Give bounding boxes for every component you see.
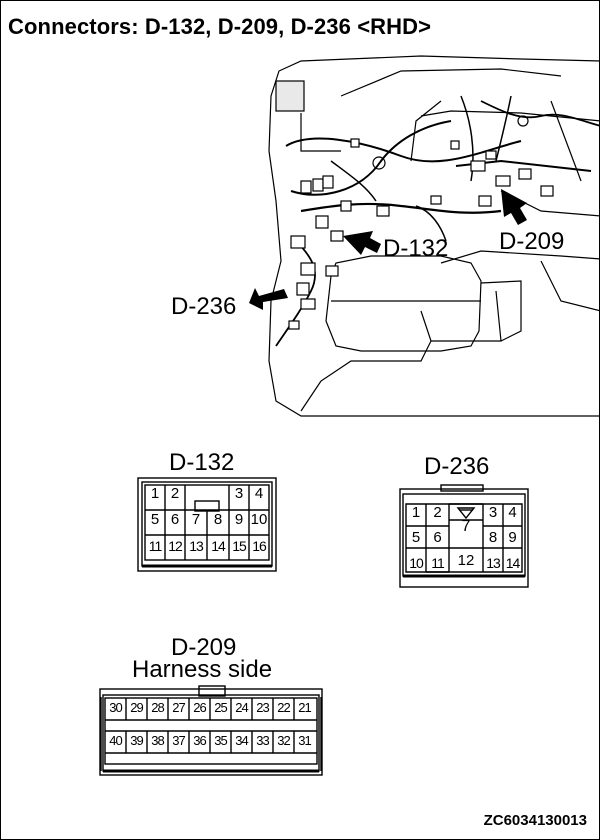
d209-connector: [99, 685, 323, 776]
d132-pin: 15: [232, 538, 247, 554]
d209-pin: 39: [130, 733, 143, 748]
d209-pin: 27: [172, 700, 185, 715]
d132-pin: 8: [213, 511, 223, 528]
d209-pin: 25: [214, 700, 227, 715]
d132-pin: 3: [234, 485, 244, 502]
d209-pin: 22: [277, 700, 290, 715]
d132-pin: 2: [170, 485, 180, 502]
d209-pin: 29: [130, 700, 143, 715]
d236-pin: 5: [411, 529, 421, 546]
d236-pin: 13: [486, 555, 501, 571]
callout-d132: D-132: [383, 235, 449, 262]
d132-pin: 4: [254, 485, 264, 502]
d236-connector: [399, 484, 529, 588]
d236-pin: 9: [508, 529, 517, 546]
image-code: ZC6034130013: [483, 812, 587, 829]
d209-pin: 33: [256, 733, 269, 748]
d209-pin: 26: [193, 700, 206, 715]
d236-pin: 10: [409, 555, 424, 571]
d236-arrow: [249, 288, 288, 310]
d209-arrow: [501, 189, 527, 225]
d236-pin: 11: [431, 555, 445, 571]
d132-pin: 6: [170, 511, 180, 528]
d236-pin: 3: [488, 504, 498, 521]
d236-label: D-236: [424, 453, 490, 480]
callout-d236: D-236: [171, 293, 237, 320]
d132-pin: 12: [168, 538, 183, 554]
d209-pin: 34: [235, 733, 248, 748]
d132-pin: 9: [234, 511, 244, 528]
d236-pin: 6: [433, 529, 442, 546]
d236-pin: 1: [411, 504, 421, 521]
d209-pin: 37: [172, 733, 185, 748]
d236-pin: 14: [505, 555, 521, 571]
d209-pin: 28: [151, 700, 164, 715]
d236-pin: 4: [508, 504, 517, 521]
d132-arrow: [343, 231, 381, 255]
d209-pin: 38: [151, 733, 164, 748]
d236-pin: 7: [461, 518, 471, 535]
d236-pin: 2: [433, 504, 442, 521]
d132-pin: 16: [252, 538, 267, 554]
dashboard-harness-illustration: [249, 55, 600, 417]
d132-pin: 14: [211, 538, 226, 554]
d209-pin: 31: [298, 733, 311, 748]
d132-label: D-132: [169, 449, 235, 476]
d209-pin: 30: [109, 700, 122, 715]
d132-pin: 1: [150, 485, 160, 502]
d236-pin: 12: [457, 552, 475, 569]
d236-pin: 8: [488, 529, 498, 546]
d209-pin: 23: [256, 700, 269, 715]
d209-sublabel: Harness side: [132, 656, 273, 683]
d132-pin: 10: [250, 511, 268, 528]
callout-d209: D-209: [499, 228, 565, 255]
d132-pin: 5: [150, 511, 160, 528]
d209-pin: 21: [298, 700, 311, 715]
d209-pin: 36: [193, 733, 206, 748]
d132-connector: [137, 477, 277, 572]
d132-pin: 7: [191, 511, 201, 528]
page-title: Connectors: D-132, D-209, D-236 <RHD>: [8, 14, 432, 39]
d209-pin: 32: [277, 733, 290, 748]
d209-pin: 35: [214, 733, 227, 748]
d209-pin: 24: [235, 700, 248, 715]
d209-label: D-209: [171, 634, 237, 661]
d209-pin: 40: [109, 733, 122, 748]
d132-pin: 11: [148, 538, 163, 554]
d132-pin: 13: [189, 538, 204, 554]
